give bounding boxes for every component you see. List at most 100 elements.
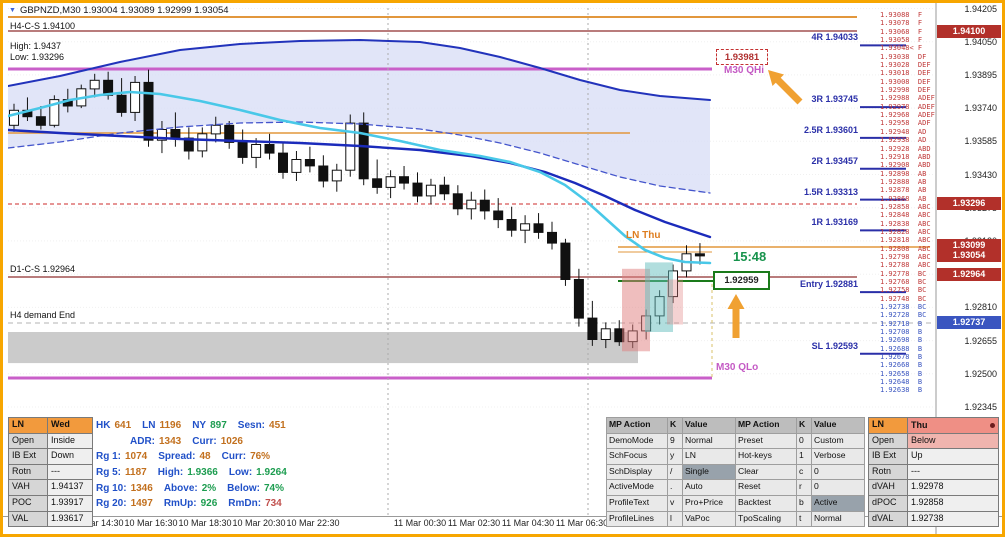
candle-up bbox=[49, 99, 60, 126]
mp-header-cell: Value bbox=[683, 418, 735, 433]
stat-pair: ADR: 1343 bbox=[130, 435, 182, 447]
session-cell-key: IB Ext bbox=[9, 449, 47, 464]
time-tick: 10 Mar 18:30 bbox=[178, 518, 232, 528]
m30-qhi-label: M30 QHi bbox=[724, 65, 765, 76]
entry-price-box[interactable]: 1.92959 bbox=[713, 271, 770, 290]
session-cell-value: 1.93917 bbox=[48, 495, 92, 511]
stat-pair: LN 1196 bbox=[142, 420, 182, 431]
annotation-arrow-up-left[interactable] bbox=[768, 70, 803, 105]
candle-down bbox=[116, 94, 127, 113]
session-cell-key: dVAL bbox=[869, 511, 907, 527]
tpo-row: 1.92918 ABD bbox=[880, 152, 931, 161]
mid-band-line bbox=[8, 121, 711, 194]
tpo-row: 1.92878 AB bbox=[880, 186, 927, 195]
session-cell-value: Below bbox=[908, 433, 998, 449]
candle-down bbox=[224, 124, 235, 143]
tpo-row: 1.92888 AB bbox=[880, 177, 927, 186]
tpo-row: 1.93078 F bbox=[880, 19, 923, 28]
tpo-row: 1.92708 B bbox=[880, 328, 923, 337]
tpo-row: 1.92938 AD bbox=[880, 136, 927, 145]
tpo-row: 1.93088 F bbox=[880, 11, 923, 19]
candle-up bbox=[130, 81, 141, 113]
candle-down bbox=[694, 253, 705, 257]
time-tick: 11 Mar 06:30 bbox=[555, 518, 609, 528]
tpo-row: 1.92768 BC bbox=[880, 278, 927, 286]
session-cell-value: --- bbox=[48, 464, 92, 480]
mp-cell: Hot-keys bbox=[736, 449, 796, 464]
price-tick: 1.93740 bbox=[964, 103, 997, 113]
mp-cell: Custom bbox=[812, 433, 864, 449]
mp-cell: ProfileLines bbox=[607, 511, 667, 527]
stat-pair: Curr: 76% bbox=[221, 451, 271, 463]
mp-cell: / bbox=[668, 464, 682, 480]
mp-cell: 9 bbox=[668, 433, 682, 449]
stats-line: HK 641 LN 1196 NY 897 Sesn: 451 bbox=[96, 420, 298, 436]
session-cell-value: Up bbox=[908, 449, 998, 464]
mp-cell: r bbox=[797, 480, 811, 495]
tpo-row: 1.92928 ABD bbox=[880, 144, 931, 153]
tpo-row: 1.92648 B bbox=[880, 378, 923, 387]
session-cell-value: 1.94137 bbox=[48, 480, 92, 495]
price-marker: 1.92964 bbox=[937, 268, 1001, 281]
candle-down bbox=[304, 159, 315, 167]
arrow-shaft bbox=[775, 77, 803, 105]
session-cell-value: 1.92738 bbox=[908, 511, 998, 527]
session-cell-key: POC bbox=[9, 495, 47, 511]
stats-line: ADR: 1343 Curr: 1026 bbox=[96, 436, 298, 452]
mp-cell: DemoMode bbox=[607, 433, 667, 449]
session-cell-key: Open bbox=[9, 433, 47, 449]
candle-up bbox=[89, 79, 100, 90]
tpo-row: 1.92848 ABC bbox=[880, 211, 931, 220]
stats-line: Rg 5: 1187 High: 1.9366 Low: 1.9264 bbox=[96, 467, 298, 483]
tpo-row: 1.93018 DEF bbox=[880, 69, 931, 78]
tpo-row: 1.92868 AB bbox=[880, 194, 927, 203]
session-cell-key: IB Ext bbox=[869, 449, 907, 464]
pivot-label-sl: SL 1.92593 bbox=[811, 341, 858, 351]
stat-pair: Above: 2% bbox=[163, 482, 217, 494]
tpo-row: 1.92858 ABC bbox=[880, 202, 931, 211]
h4-demand-zone[interactable] bbox=[8, 332, 638, 364]
candle-up bbox=[156, 129, 167, 141]
m30-qlo-label: M30 QLo bbox=[716, 362, 759, 373]
price-tick: 1.93430 bbox=[964, 170, 997, 180]
stat-pair: Rg 10: 1346 bbox=[96, 482, 153, 494]
tpo-row: 1.92778 BC bbox=[880, 269, 927, 278]
tpo-row: 1.93008 DEF bbox=[880, 77, 931, 86]
tpo-row: 1.92758 BC bbox=[880, 286, 927, 295]
tpo-row: 1.92668 B bbox=[880, 361, 923, 370]
tpo-row: 1.92838 ABC bbox=[880, 219, 931, 228]
mp-cell: Preset bbox=[736, 433, 796, 449]
candle-down bbox=[547, 231, 557, 244]
stats-line: Rg 10: 1346 Above: 2% Below: 74% bbox=[96, 483, 298, 499]
mp-header-cell: K bbox=[668, 418, 682, 433]
candle-up bbox=[466, 199, 477, 210]
stat-pair: Sesn: 451 bbox=[237, 420, 286, 431]
mp-header-cell: MP Action bbox=[736, 418, 796, 433]
candle-down bbox=[143, 81, 154, 141]
mp-cell: VaPoc bbox=[683, 511, 735, 527]
demand-zone[interactable] bbox=[645, 262, 673, 332]
session-cell-value: Inside bbox=[48, 433, 92, 449]
price-axis[interactable]: 1.94205 1.94050 1.93895 1.93740 1.93585 1.934… bbox=[937, 0, 1003, 516]
mp-cell: v bbox=[668, 495, 682, 511]
price-marker: 1.93054 bbox=[937, 249, 1001, 262]
tpo-row: 1.92798 ABC bbox=[880, 252, 931, 261]
mp-cell: Auto bbox=[683, 480, 735, 495]
price-marker: 1.93296 bbox=[937, 197, 1001, 210]
qhi-price-box[interactable]: 1.93981 bbox=[716, 49, 768, 65]
supply-zone-2[interactable] bbox=[667, 279, 683, 325]
session-day-label: Thu bbox=[911, 419, 928, 430]
candle-down bbox=[560, 242, 571, 281]
tpo-row: 1.92658 B bbox=[880, 369, 923, 378]
price-tick: 1.94050 bbox=[964, 37, 997, 47]
stat-pair: Curr: 1026 bbox=[192, 435, 243, 447]
mp-cell: Clear bbox=[736, 464, 796, 480]
annotation-arrow-up[interactable] bbox=[727, 294, 745, 338]
time-tick: 10 Mar 22:30 bbox=[286, 518, 340, 528]
tpo-row: 1.92808 ABC bbox=[880, 244, 931, 253]
candle-down bbox=[278, 152, 288, 173]
session-cell-key: dPOC bbox=[869, 495, 907, 511]
stat-pair: High: 1.9366 bbox=[157, 467, 218, 479]
symbol-dropdown-icon[interactable]: ▼ bbox=[9, 7, 16, 14]
